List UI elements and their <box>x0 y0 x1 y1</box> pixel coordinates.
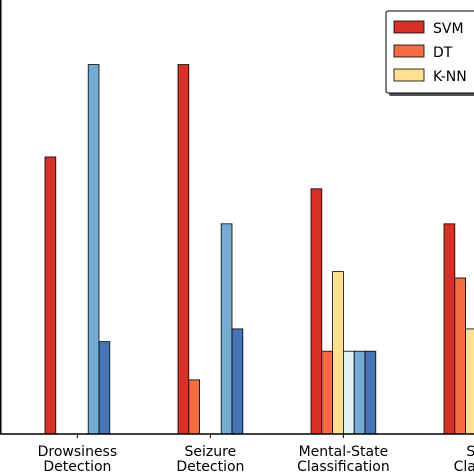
legend-swatch-1 <box>393 44 425 58</box>
x-tick-label-1-1: Detection <box>176 459 244 474</box>
legend-label-0: SVM <box>433 21 464 37</box>
bar-s1-c1 <box>188 379 201 435</box>
legend-label-2: K-NN <box>433 69 467 85</box>
x-tick-label-0-1: Detection <box>43 459 111 474</box>
x-tick-layer: DrowsinessDetectionSeizureDetectionMenta… <box>38 434 474 474</box>
legend: SVM DT K-NN <box>385 10 474 96</box>
legend-swatch-0 <box>393 20 425 34</box>
legend-label-1: DT <box>433 45 453 61</box>
bars-layer <box>44 64 474 435</box>
bar-s1-c2 <box>321 350 333 435</box>
x-tick-label-2-1: Classification <box>297 459 390 474</box>
bar-s5-c2 <box>364 350 377 435</box>
bar-s2-c2 <box>332 271 344 435</box>
bar-s4-c2 <box>353 350 366 435</box>
bar-s0-c3 <box>443 223 456 435</box>
x-tick-label-3-1: Classif <box>454 459 474 474</box>
bar-s2-c3 <box>465 328 474 435</box>
x-tick-label-0-0: Drowsiness <box>38 444 118 460</box>
x-tick-label-2-0: Mental-State <box>299 444 389 460</box>
bar-s1-c3 <box>454 277 466 435</box>
bar-s0-c2 <box>310 188 323 435</box>
legend-swatch-2 <box>393 68 425 82</box>
bar-s5-c0 <box>98 341 111 435</box>
bar-s0-c0 <box>44 156 57 435</box>
x-tick-label-1-0: Seizure <box>185 444 237 460</box>
bar-s3-c2 <box>342 350 355 435</box>
bar-s4-c1 <box>220 223 233 435</box>
bar-s0-c1 <box>177 64 190 435</box>
bar-s5-c1 <box>231 328 244 435</box>
bar-s4-c0 <box>87 64 100 435</box>
x-tick-label-3-0: Str <box>466 444 474 460</box>
